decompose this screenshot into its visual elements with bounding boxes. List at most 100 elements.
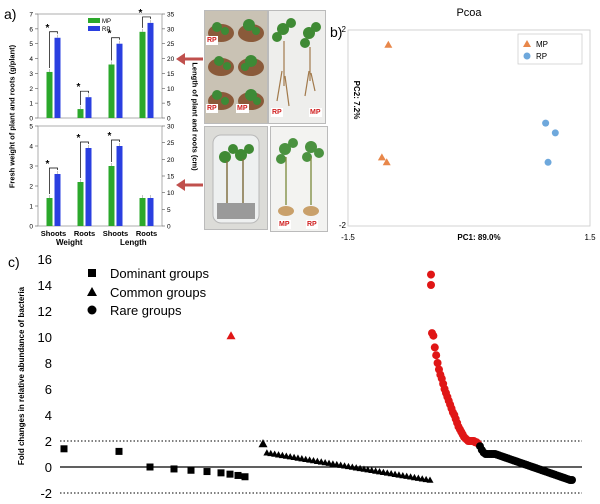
bar-mp bbox=[108, 166, 115, 226]
tick-label: -1.5 bbox=[341, 233, 355, 242]
photo-plants-bottom bbox=[270, 126, 328, 232]
point-rare bbox=[433, 359, 442, 367]
point-dominant bbox=[234, 471, 242, 479]
photo-tag: RP bbox=[306, 220, 318, 229]
significance-bracket bbox=[49, 167, 58, 194]
tick-label-right: 30 bbox=[167, 124, 175, 131]
bar-rp bbox=[147, 198, 154, 226]
y-tick-label: 6 bbox=[45, 382, 52, 397]
legend-marker-triangle bbox=[87, 287, 97, 296]
significance-star: * bbox=[46, 23, 50, 34]
y-tick-label: 14 bbox=[38, 278, 52, 293]
tick-label-right: 10 bbox=[167, 86, 175, 93]
point-rp bbox=[542, 119, 550, 127]
point-common bbox=[226, 331, 236, 340]
point-dominant bbox=[170, 465, 178, 473]
y-tick-label: 0 bbox=[45, 460, 52, 475]
point-common bbox=[258, 439, 268, 448]
bar-mp bbox=[139, 198, 146, 226]
plot-frame bbox=[37, 13, 163, 119]
legend-label: Dominant groups bbox=[110, 266, 209, 281]
significance-star: * bbox=[108, 131, 112, 142]
photo-tag: RP bbox=[206, 36, 218, 45]
legend-label: RP bbox=[102, 27, 110, 33]
bar-rp bbox=[116, 43, 123, 118]
significance-star: * bbox=[77, 82, 81, 93]
tick-label-right: 35 bbox=[167, 12, 175, 19]
legend-label: MP bbox=[102, 19, 111, 25]
bar-rp bbox=[54, 174, 61, 226]
point-mp bbox=[377, 153, 386, 161]
tick-label-left: 6 bbox=[29, 26, 33, 33]
bar-mp bbox=[77, 182, 84, 226]
pcoa-xlabel: PC1: 89.0% bbox=[457, 233, 500, 242]
photo-tag: MP bbox=[278, 220, 291, 229]
panel-c-label: c) bbox=[8, 254, 20, 270]
group-label-weight: Weight bbox=[56, 238, 83, 247]
legend-marker-mp bbox=[523, 40, 531, 47]
point-dominant bbox=[203, 468, 211, 476]
tick-label-left: 0 bbox=[29, 116, 33, 123]
significance-star: * bbox=[108, 29, 112, 40]
group-label-length: Length bbox=[120, 238, 147, 247]
tick-label-left: 5 bbox=[29, 124, 33, 131]
tick-label-left: 2 bbox=[29, 184, 33, 191]
legend-label: Rare groups bbox=[110, 303, 182, 318]
tick-label-left: 3 bbox=[29, 164, 33, 171]
tick-label: 2 bbox=[342, 25, 347, 34]
y-tick-label: 10 bbox=[38, 330, 52, 345]
bar-mp bbox=[46, 198, 53, 226]
point-mp bbox=[382, 158, 391, 166]
pcoa-title: Pcoa bbox=[456, 7, 482, 19]
tick-label-left: 4 bbox=[29, 144, 33, 151]
photo-tag: MP bbox=[309, 108, 322, 117]
tick-label-left: 3 bbox=[29, 71, 33, 78]
tick-label-left: 1 bbox=[29, 204, 33, 211]
point-dominant bbox=[217, 469, 225, 477]
tick-label-right: 5 bbox=[167, 207, 171, 214]
tick-label-right: 20 bbox=[167, 157, 175, 164]
category-label: Shoots bbox=[103, 229, 128, 238]
bar-mp bbox=[139, 31, 146, 119]
tick-label: 1.5 bbox=[584, 233, 596, 242]
tick-label-left: 7 bbox=[29, 12, 33, 19]
significance-bracket bbox=[111, 37, 120, 61]
point-rare bbox=[430, 343, 439, 352]
tick-label-right: 15 bbox=[167, 174, 175, 181]
legend-label: RP bbox=[536, 52, 547, 61]
bar-chart-top: 0 1 2 3 4 5 6 7 0 5 10 15 20 25 30 35 * * * * MP RP bbox=[29, 8, 175, 123]
point-mp bbox=[384, 40, 393, 48]
panel-b-label: b) bbox=[330, 24, 343, 40]
legend-swatch bbox=[88, 18, 100, 23]
point-common bbox=[426, 476, 434, 483]
category-label: Roots bbox=[74, 229, 95, 238]
y-tick-label: 12 bbox=[38, 304, 52, 319]
photo-tag: MP bbox=[236, 104, 249, 113]
point-rare bbox=[427, 270, 435, 279]
tick-label-left: 0 bbox=[29, 224, 33, 231]
bar-rp bbox=[147, 22, 154, 119]
bar-mp bbox=[77, 109, 84, 118]
arrow-bottom bbox=[176, 179, 203, 191]
point-dominant bbox=[60, 445, 68, 453]
legend-marker-circle bbox=[87, 305, 97, 315]
significance-star: * bbox=[77, 133, 81, 144]
category-label: Shoots bbox=[41, 229, 66, 238]
significance-star: * bbox=[139, 8, 143, 19]
tick-label-right: 0 bbox=[167, 224, 171, 231]
photo-tag: RP bbox=[206, 104, 218, 113]
point-rare bbox=[427, 281, 435, 289]
point-rare bbox=[432, 351, 441, 360]
tick-label-right: 0 bbox=[167, 116, 171, 123]
fold-ylabel: Fold changes in relative abundance of ba… bbox=[17, 286, 26, 465]
y-tick-label: 16 bbox=[38, 252, 52, 267]
significance-bracket bbox=[80, 90, 89, 106]
point-rp bbox=[551, 129, 559, 137]
photo-roots-top bbox=[268, 10, 326, 124]
legend-label: MP bbox=[536, 40, 548, 49]
photo-glass-jar bbox=[204, 126, 268, 230]
point-dominant bbox=[115, 447, 123, 455]
plot-frame bbox=[347, 29, 591, 227]
y-tick-label: 8 bbox=[45, 356, 52, 371]
